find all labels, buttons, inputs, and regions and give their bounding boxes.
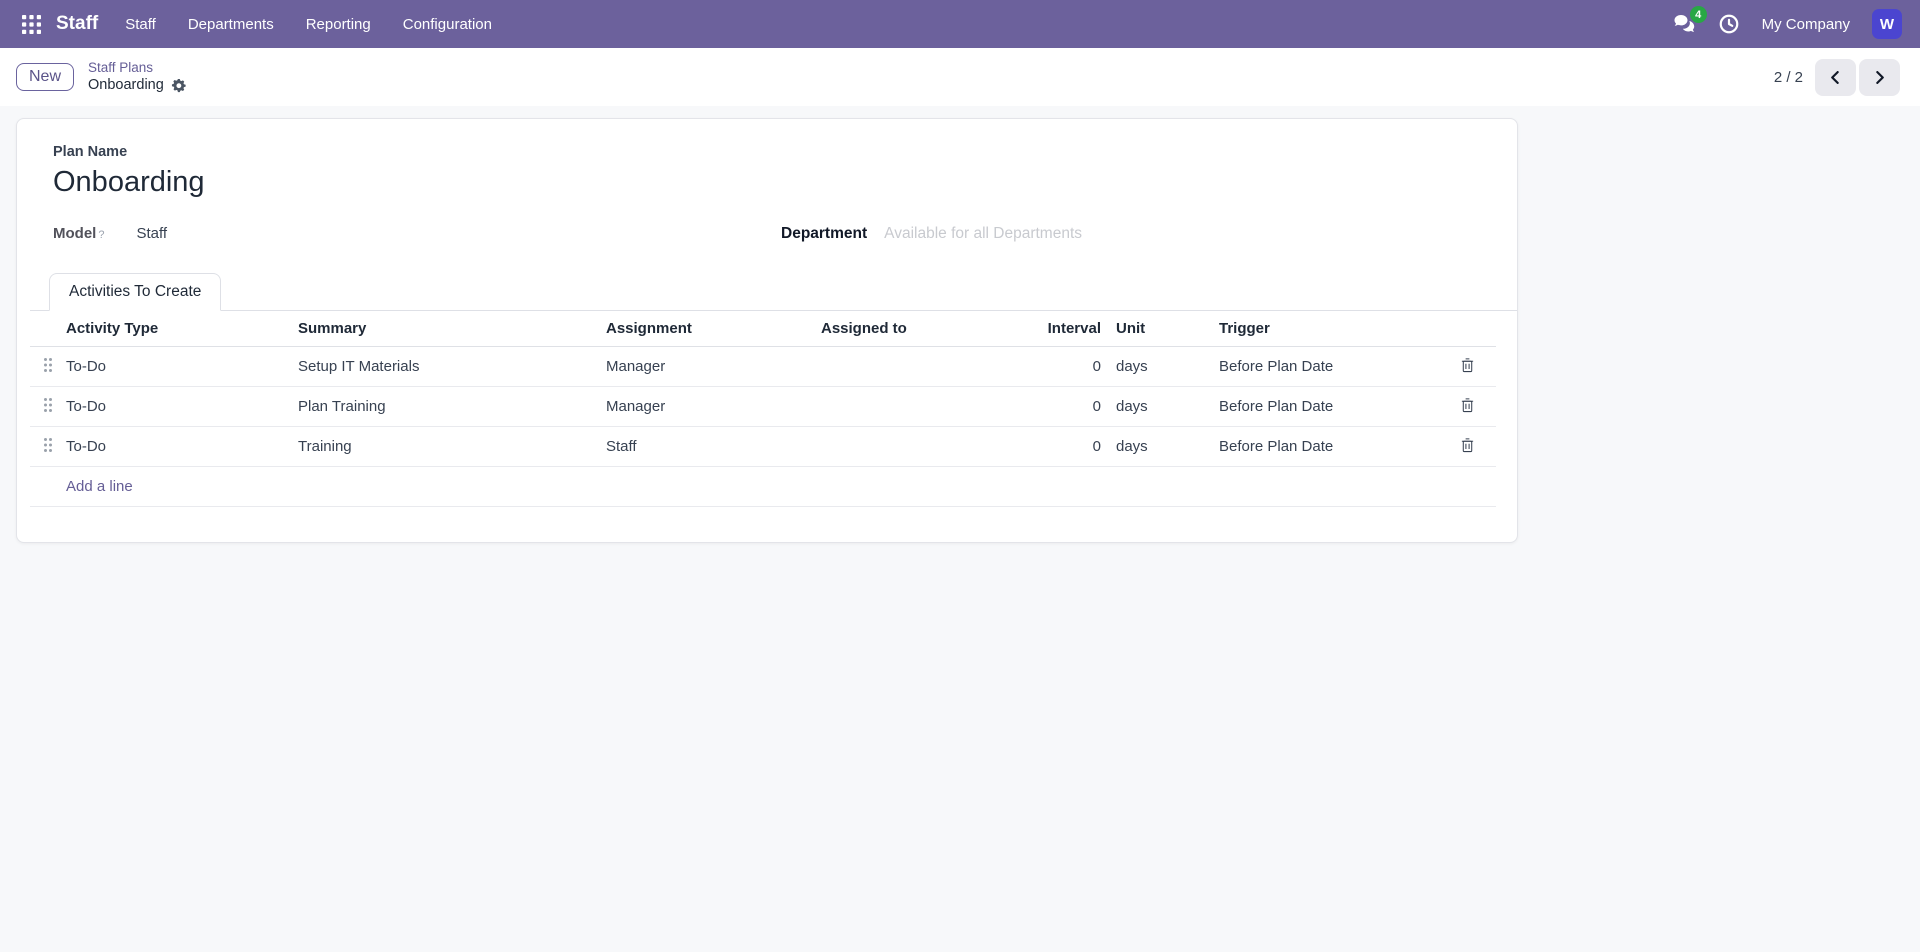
table-row: To-Do Training Staff 0 days Before Plan …: [30, 426, 1496, 467]
model-label: Model: [53, 225, 97, 242]
menu-reporting[interactable]: Reporting: [305, 15, 371, 33]
cell-summary[interactable]: Plan Training: [298, 386, 606, 427]
header-assignment: Assignment: [606, 311, 821, 347]
trash-icon[interactable]: [1438, 386, 1496, 427]
cell-activity-type[interactable]: To-Do: [66, 426, 298, 467]
table-header-row: Activity Type Summary Assignment Assigne…: [30, 311, 1496, 347]
header-delete: [1438, 311, 1496, 347]
menu-staff[interactable]: Staff: [125, 15, 156, 33]
messages-icon[interactable]: 4: [1672, 6, 1707, 35]
cell-summary[interactable]: Training: [298, 426, 606, 467]
current-app-name[interactable]: Staff: [56, 13, 99, 34]
systray: 4 My Company W: [1672, 6, 1902, 39]
control-panel: New Staff Plans Onboarding 2 / 2: [0, 48, 1920, 106]
breadcrumb: Staff Plans Onboarding: [88, 60, 186, 95]
company-switcher[interactable]: My Company: [1761, 15, 1850, 33]
cell-assigned-to[interactable]: [821, 386, 1026, 427]
activities-table: Activity Type Summary Assignment Assigne…: [30, 311, 1496, 507]
trash-icon[interactable]: [1438, 426, 1496, 467]
cell-summary[interactable]: Setup IT Materials: [298, 346, 606, 387]
tab-activities-to-create[interactable]: Activities To Create: [49, 273, 222, 311]
sheet-bottom-space: [49, 507, 1481, 557]
form-sheet: Plan Name Onboarding Model? Staff Depart…: [16, 118, 1518, 543]
cell-interval[interactable]: 0: [1026, 346, 1101, 387]
cell-trigger[interactable]: Before Plan Date: [1219, 426, 1438, 467]
message-count-badge: 4: [1689, 6, 1707, 23]
cell-trigger[interactable]: Before Plan Date: [1219, 386, 1438, 427]
cell-activity-type[interactable]: To-Do: [66, 386, 298, 427]
cell-unit[interactable]: days: [1101, 426, 1219, 467]
notebook: Activities To Create Activity Type Summa…: [30, 273, 1517, 557]
cell-activity-type[interactable]: To-Do: [66, 346, 298, 387]
plan-name-label: Plan Name: [53, 144, 128, 160]
settings-gear-icon[interactable]: [171, 78, 186, 93]
pager-next-button[interactable]: [1859, 58, 1900, 96]
top-navbar: Staff Staff Departments Reporting Config…: [0, 0, 1920, 48]
chevron-left-icon: [1831, 70, 1839, 84]
menu-departments[interactable]: Departments: [187, 15, 274, 33]
header-interval: Interval: [1026, 311, 1101, 347]
department-label: Department: [781, 225, 868, 242]
cell-trigger[interactable]: Before Plan Date: [1219, 346, 1438, 387]
header-trigger: Trigger: [1219, 311, 1438, 347]
app-menu: Staff Departments Reporting Configuratio…: [112, 9, 505, 40]
table-row: To-Do Plan Training Manager 0 days Befor…: [30, 386, 1496, 427]
drag-handle-icon[interactable]: [30, 426, 66, 467]
header-handle: [30, 311, 66, 347]
breadcrumb-current-record: Onboarding: [88, 77, 164, 94]
header-unit: Unit: [1101, 311, 1219, 347]
cell-interval[interactable]: 0: [1026, 426, 1101, 467]
pager-previous-button[interactable]: [1815, 58, 1856, 96]
model-help-icon: ?: [98, 229, 105, 241]
user-avatar[interactable]: W: [1872, 9, 1902, 39]
cell-assigned-to[interactable]: [821, 426, 1026, 467]
header-assigned-to: Assigned to: [821, 311, 1026, 347]
pager-value[interactable]: 2 / 2: [1773, 68, 1803, 86]
apps-grid-icon[interactable]: [14, 7, 48, 41]
table-row: To-Do Setup IT Materials Manager 0 days …: [30, 346, 1496, 387]
trash-icon[interactable]: [1438, 346, 1496, 387]
cell-assignment[interactable]: Staff: [606, 426, 821, 467]
drag-handle-icon[interactable]: [30, 386, 66, 427]
menu-configuration[interactable]: Configuration: [402, 15, 492, 33]
cell-unit[interactable]: days: [1101, 346, 1219, 387]
model-field[interactable]: Staff: [136, 225, 168, 242]
cell-assigned-to[interactable]: [821, 346, 1026, 387]
plan-name-input[interactable]: Onboarding: [53, 166, 205, 198]
department-field[interactable]: Available for all Departments: [884, 225, 1083, 242]
add-a-line-button[interactable]: Add a line: [30, 466, 1496, 507]
content-area: Plan Name Onboarding Model? Staff Depart…: [0, 106, 1920, 952]
cell-assignment[interactable]: Manager: [606, 386, 821, 427]
new-button[interactable]: New: [16, 63, 75, 91]
cell-interval[interactable]: 0: [1026, 386, 1101, 427]
cell-assignment[interactable]: Manager: [606, 346, 821, 387]
chevron-right-icon: [1876, 70, 1884, 84]
header-summary: Summary: [298, 311, 606, 347]
pager: 2 / 2: [1773, 58, 1900, 96]
drag-handle-icon[interactable]: [30, 346, 66, 387]
breadcrumb-staff-plans-link[interactable]: Staff Plans: [88, 59, 154, 75]
cell-unit[interactable]: days: [1101, 386, 1219, 427]
activities-clock-icon[interactable]: [1718, 13, 1740, 35]
header-activity-type: Activity Type: [66, 311, 298, 347]
